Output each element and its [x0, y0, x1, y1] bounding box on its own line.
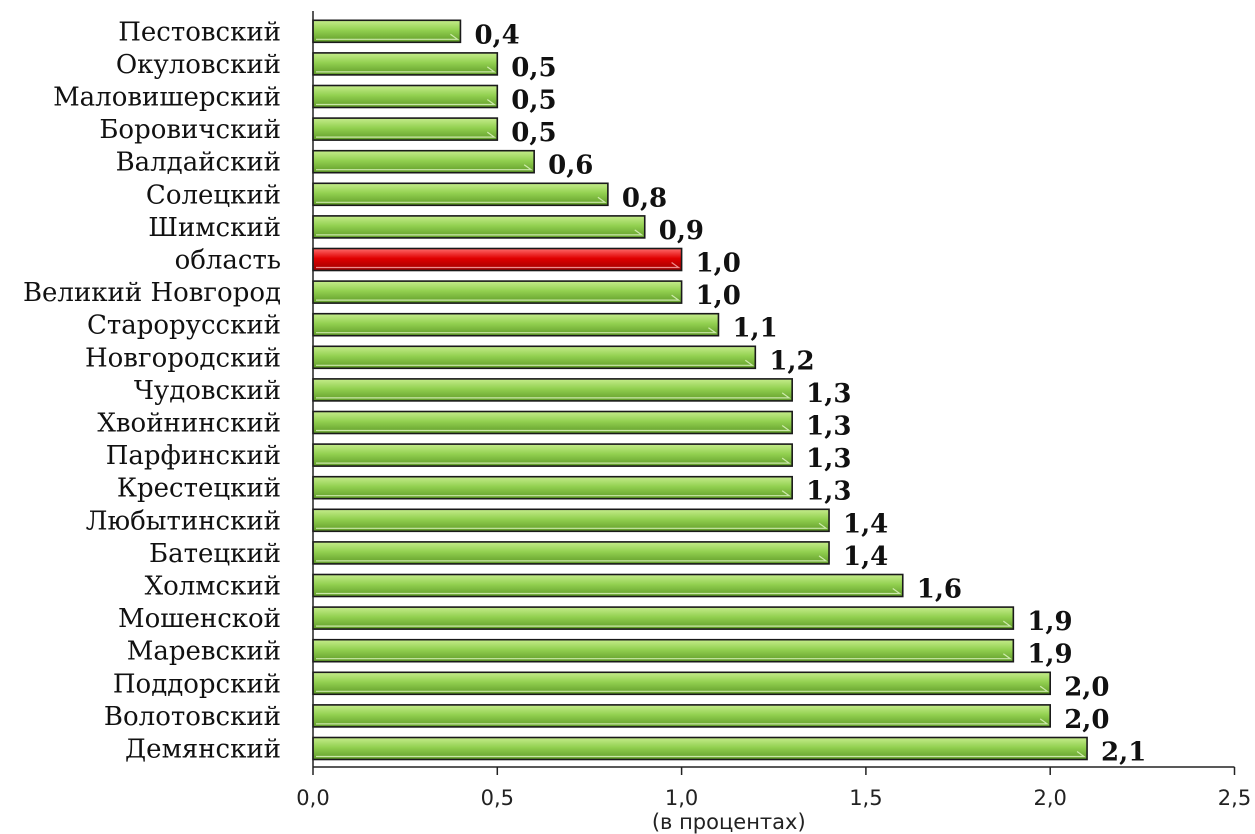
category-label: Окуловский: [116, 50, 281, 80]
value-label: 0,8: [622, 183, 667, 213]
category-label: Поддорский: [113, 669, 281, 699]
value-label: 1,3: [806, 444, 851, 474]
bar-bevel: [316, 294, 681, 301]
value-label: 0,5: [511, 118, 556, 148]
category-label: Мошенской: [118, 604, 281, 634]
x-tick-label: 1,0: [665, 786, 698, 810]
value-label: 1,3: [806, 412, 851, 442]
value-label: 0,5: [511, 53, 556, 83]
value-label: 1,0: [696, 281, 741, 311]
bars-group: [312, 19, 1088, 761]
category-label: Солецкий: [146, 180, 281, 210]
category-label: Волотовский: [104, 702, 281, 732]
category-label: Холмский: [145, 572, 281, 602]
value-label: 1,4: [843, 542, 888, 572]
bar-bevel: [316, 620, 1013, 627]
x-tick-label: 1,5: [849, 786, 882, 810]
category-label: Шимский: [148, 213, 281, 243]
value-label: 1,3: [806, 477, 851, 507]
category-label: Демянский: [125, 735, 281, 765]
bar-bevel: [316, 490, 792, 497]
value-label: 0,5: [511, 86, 556, 116]
bar-bevel: [316, 425, 792, 432]
bar-bevel: [316, 164, 534, 171]
x-axis: 0,0 0,5 1,0 1,5 2,0 2,5: [296, 11, 1251, 810]
x-axis-title: (в процентах): [652, 810, 806, 834]
bar-bevel: [316, 66, 497, 73]
value-label: 2,0: [1064, 705, 1109, 735]
bar-bevel: [316, 751, 1086, 758]
category-label: Боровичский: [99, 115, 281, 145]
value-label: 1,0: [696, 249, 741, 279]
bar-bevel: [316, 327, 718, 334]
value-label: 1,9: [1027, 640, 1072, 670]
value-label: 2,0: [1064, 672, 1109, 702]
bar-bevel: [316, 522, 828, 529]
category-label: Новгородский: [85, 343, 281, 373]
category-label: Валдайский: [116, 148, 281, 178]
value-labels: 0,40,50,50,50,60,80,91,01,01,11,21,31,31…: [474, 20, 1146, 767]
bar-bevel: [316, 229, 644, 236]
value-label: 2,1: [1101, 738, 1146, 768]
bar-bevel: [316, 718, 1050, 725]
category-label: область: [175, 246, 281, 276]
bar-bevel: [316, 99, 497, 106]
bar-bevel: [316, 262, 681, 269]
bar-bevel: [316, 196, 607, 203]
value-label: 0,6: [548, 151, 593, 181]
x-tick-label: 2,0: [1033, 786, 1066, 810]
value-label: 1,2: [769, 346, 814, 376]
value-label: 1,9: [1027, 607, 1072, 637]
x-tick-label: 2,5: [1218, 786, 1251, 810]
category-label: Батецкий: [149, 539, 281, 569]
value-label: 1,4: [843, 509, 888, 539]
category-label: Чудовский: [134, 376, 281, 406]
bar-bevel: [316, 392, 792, 399]
value-label: 0,4: [474, 20, 519, 50]
x-tick-label: 0,0: [296, 786, 329, 810]
category-label: Маловишерский: [53, 83, 281, 113]
category-label: Хвойнинский: [97, 409, 281, 439]
bar-bevel: [316, 653, 1013, 660]
x-tick-label: 0,5: [481, 786, 514, 810]
value-label: 0,9: [659, 216, 704, 246]
bar-bevel: [316, 131, 497, 138]
category-label: Маревский: [127, 637, 281, 667]
bar-bevel: [316, 359, 755, 366]
bar-bevel: [316, 588, 902, 595]
bar-bevel: [316, 33, 460, 40]
category-label: Пестовский: [118, 17, 281, 47]
category-label: Крестецкий: [117, 474, 281, 504]
category-label: Старорусский: [87, 311, 281, 341]
category-label: Парфинский: [106, 441, 281, 471]
value-label: 1,6: [917, 575, 962, 605]
bar-bevel: [316, 555, 828, 562]
category-label: Великий Новгород: [23, 278, 281, 308]
bar-bevel: [316, 685, 1050, 692]
value-label: 1,1: [732, 314, 777, 344]
category-label: Любытинский: [86, 506, 281, 536]
category-labels: ПестовскийОкуловскийМаловишерскийБорович…: [23, 17, 281, 764]
value-label: 1,3: [806, 379, 851, 409]
bar-bevel: [316, 457, 792, 464]
